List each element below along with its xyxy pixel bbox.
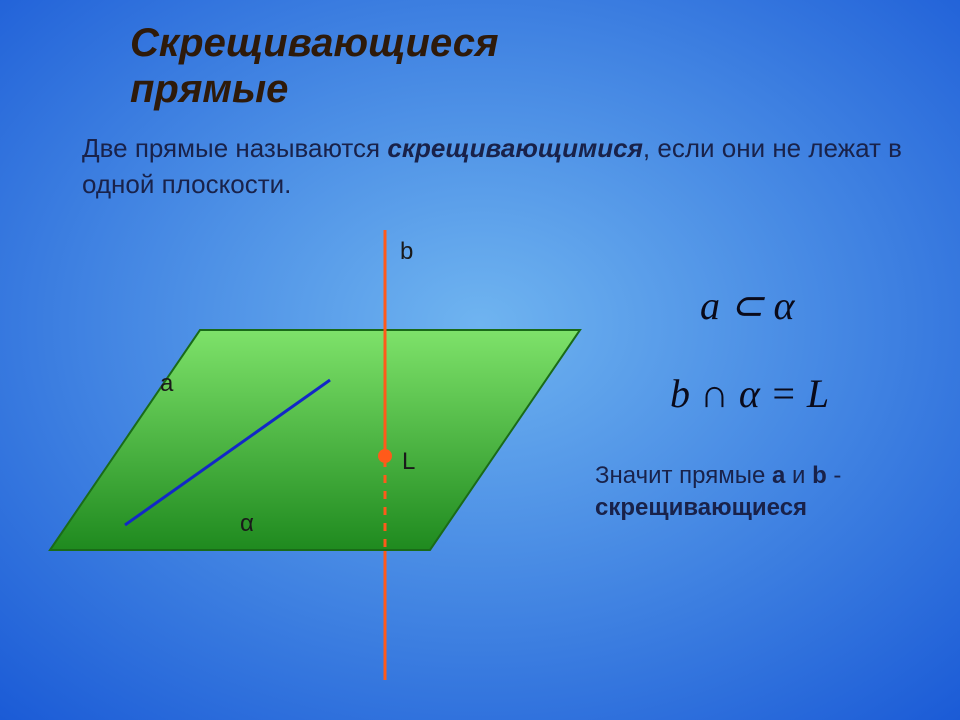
conc-post1: - [827,462,842,489]
formula-b-intersect-alpha: b ∩ α = L [670,370,829,417]
slide-stage: Скрещивающиеся прямые Две прямые называю… [0,0,960,720]
point-L [378,449,392,463]
definition-text: Две прямые называются скрещивающимися, е… [82,130,902,203]
label-L: L [402,448,415,476]
conclusion-text: Значит прямые a и b - скрещивающиеся [595,460,945,525]
conc-pre: Значит прямые [595,462,772,489]
title-line2: прямые [130,67,288,111]
label-alpha: α [240,510,254,538]
title-line1: Скрещивающиеся [130,21,499,65]
label-b: b [400,238,413,266]
formula-a-subset-alpha: a ⊂ α [700,282,795,329]
conc-b: b [812,462,827,489]
slide-title: Скрещивающиеся прямые [130,20,499,112]
def-part1: Две прямые называются [82,133,387,163]
def-emph: скрещивающимися [387,133,643,163]
conc-post2: скрещивающиеся [595,494,807,521]
conc-mid: и [785,462,812,489]
label-a: a [160,370,173,398]
conc-a: a [772,462,785,489]
